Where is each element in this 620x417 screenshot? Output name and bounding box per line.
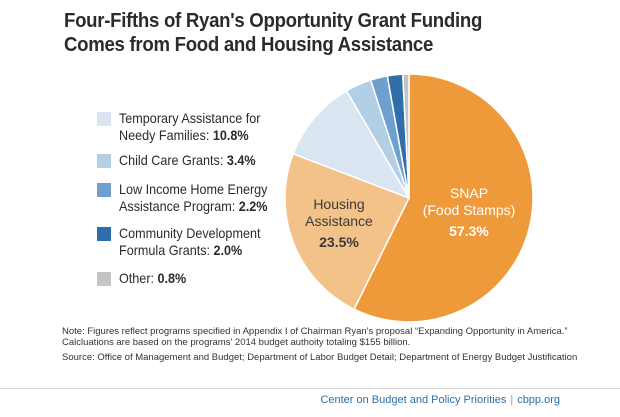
footer-separator: |	[510, 394, 514, 406]
housing-label-line-1: Housing	[313, 196, 364, 212]
footer: Center on Budget and Policy Priorities | c…	[0, 394, 560, 406]
legend-label-child-care: Child Care Grants:	[119, 152, 227, 168]
source-text: Source: Office of Management and Budget;…	[62, 352, 578, 363]
legend-label-cdbg-line-1: Community Development	[119, 225, 261, 241]
footer-divider	[0, 388, 620, 389]
legend-value-liheap: 2.2%	[238, 198, 268, 214]
legend-label-liheap-line-1: Low Income Home Energy	[119, 181, 268, 197]
note-text: Note: Figures reflect programs specified…	[62, 326, 568, 348]
legend-value-child-care: 3.4%	[226, 152, 256, 168]
legend-swatch-tanf	[97, 112, 111, 126]
footer-url[interactable]: cbpp.org	[517, 394, 560, 406]
legend-label-tanf-line-2: Needy Families:	[119, 127, 213, 143]
legend-swatch-cdbg	[97, 227, 111, 241]
pie-labels: SNAP (Food Stamps) 57.3% Housing Assista…	[305, 185, 515, 250]
legend-swatch-other	[97, 272, 111, 286]
legend-label-tanf-line-1: Temporary Assistance for	[119, 110, 261, 126]
housing-label-line-2: Assistance	[305, 213, 373, 229]
legend-label-other: Other:	[119, 270, 158, 286]
slice-other	[401, 73, 410, 199]
pie-slices	[284, 73, 534, 323]
legend-label-liheap-line-2: Assistance Program:	[119, 198, 239, 214]
notes: Note: Figures reflect programs specified…	[62, 326, 592, 367]
chart-title-line-1: Four-Fifths of Ryan's Opportunity Grant …	[64, 10, 483, 32]
legend-value-cdbg: 2.0%	[213, 242, 243, 258]
slice-snap	[353, 73, 534, 323]
slice-tanf	[292, 89, 411, 200]
snap-label-line-1: SNAP	[450, 185, 488, 201]
chart-title-line-2: Comes from Food and Housing Assistance	[64, 34, 434, 56]
footer-org: Center on Budget and Policy Priorities	[320, 394, 507, 406]
legend-label-cdbg-line-2: Formula Grants:	[119, 242, 214, 258]
snap-label-line-2: (Food Stamps)	[423, 202, 516, 218]
legend-value-tanf: 10.8%	[212, 127, 249, 143]
legend-value-other: 0.8%	[157, 270, 187, 286]
chart-title: Four-Fifths of Ryan's Opportunity Grant …	[64, 9, 548, 57]
legend-swatch-liheap	[97, 183, 111, 197]
snap-value-label: 57.3%	[449, 223, 489, 239]
slice-housing-assistance	[284, 152, 411, 311]
housing-value-label: 23.5%	[319, 234, 359, 250]
legend-swatch-child-care	[97, 154, 111, 168]
